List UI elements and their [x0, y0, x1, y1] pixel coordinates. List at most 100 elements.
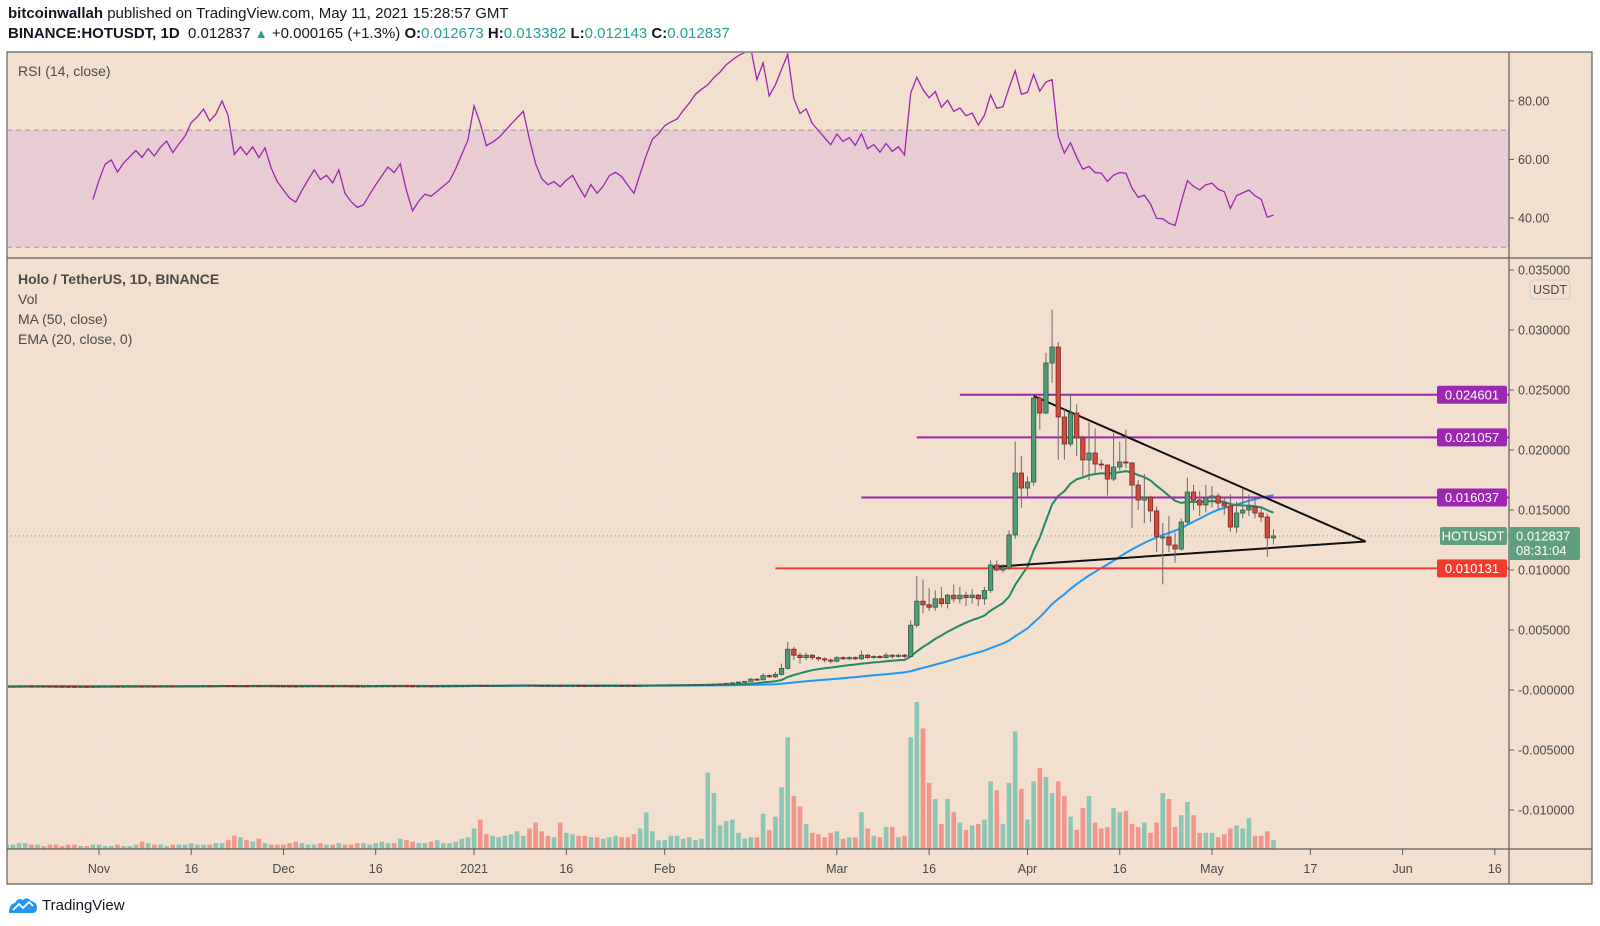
candle[interactable] — [729, 682, 735, 685]
candle[interactable] — [686, 684, 692, 687]
candle[interactable] — [373, 685, 379, 688]
candle[interactable] — [446, 685, 453, 688]
candle[interactable] — [34, 685, 41, 688]
candle[interactable] — [84, 686, 90, 688]
candle[interactable] — [625, 685, 631, 687]
trendline[interactable] — [1033, 395, 1367, 543]
candle[interactable] — [797, 652, 803, 664]
candle[interactable] — [705, 683, 711, 686]
candle[interactable] — [920, 579, 926, 614]
candle[interactable] — [649, 684, 656, 687]
candle[interactable] — [188, 685, 194, 688]
candle[interactable] — [988, 560, 994, 593]
candle[interactable] — [409, 685, 416, 688]
candle[interactable] — [336, 685, 342, 688]
candle[interactable] — [760, 673, 766, 681]
candle[interactable] — [717, 683, 723, 686]
candle[interactable] — [606, 685, 612, 687]
candle[interactable] — [908, 620, 914, 658]
candle[interactable] — [883, 652, 889, 659]
candle[interactable] — [1129, 462, 1135, 528]
candle[interactable] — [1061, 408, 1067, 460]
rsi-title[interactable]: RSI (14, close) — [18, 63, 111, 79]
candle[interactable] — [742, 680, 748, 683]
candle[interactable] — [1018, 456, 1024, 508]
candle[interactable] — [551, 685, 557, 687]
candle[interactable] — [588, 685, 594, 687]
candle[interactable] — [1166, 516, 1172, 552]
candle[interactable] — [1024, 476, 1031, 498]
candle[interactable] — [293, 685, 299, 688]
candle[interactable] — [1258, 507, 1264, 522]
candle[interactable] — [483, 684, 489, 687]
currency-badge[interactable]: USDT — [1529, 279, 1571, 300]
candle[interactable] — [662, 684, 668, 687]
main-legend-symbol[interactable]: Holo / TetherUS, 1D, BINANCE — [18, 271, 219, 287]
candle[interactable] — [852, 656, 858, 660]
candle[interactable] — [1006, 530, 1012, 570]
candle[interactable] — [77, 686, 84, 688]
candle[interactable] — [563, 685, 569, 687]
candle[interactable] — [680, 684, 686, 687]
main-legend-ma[interactable]: MA (50, close) — [18, 311, 107, 327]
candle[interactable] — [1031, 396, 1037, 486]
candle[interactable] — [397, 685, 403, 688]
candle[interactable] — [938, 586, 945, 608]
candle[interactable] — [772, 672, 778, 678]
candle[interactable] — [1104, 464, 1111, 496]
candle[interactable] — [791, 646, 797, 660]
candle[interactable] — [1190, 484, 1197, 510]
candle[interactable] — [1012, 441, 1018, 539]
candle[interactable] — [754, 678, 760, 681]
candle[interactable] — [237, 685, 244, 688]
candle[interactable] — [108, 685, 114, 688]
candle[interactable] — [489, 685, 496, 687]
candle[interactable] — [1080, 435, 1086, 477]
candle[interactable] — [225, 685, 231, 688]
candle[interactable] — [71, 686, 78, 688]
candle[interactable] — [914, 576, 920, 628]
candle[interactable] — [360, 685, 367, 688]
candle[interactable] — [569, 685, 576, 687]
candle[interactable] — [164, 685, 170, 688]
candle[interactable] — [766, 674, 772, 678]
candle[interactable] — [1147, 495, 1154, 522]
candle[interactable] — [157, 685, 164, 688]
candle[interactable] — [637, 685, 643, 687]
candle[interactable] — [182, 685, 188, 688]
candle[interactable] — [1141, 474, 1147, 524]
candle[interactable] — [10, 685, 16, 688]
candle[interactable] — [532, 684, 539, 687]
candle[interactable] — [889, 654, 895, 659]
candle[interactable] — [1074, 404, 1080, 456]
candle[interactable] — [434, 685, 440, 688]
footer-brand[interactable]: TradingView — [8, 895, 125, 915]
candle[interactable] — [926, 588, 932, 611]
candle[interactable] — [342, 685, 348, 688]
candle[interactable] — [576, 685, 582, 687]
candle[interactable] — [502, 684, 508, 687]
candle[interactable] — [631, 685, 637, 687]
candle[interactable] — [619, 685, 625, 687]
candle[interactable] — [514, 684, 520, 687]
candle[interactable] — [1123, 429, 1129, 468]
main-legend-volume[interactable]: Vol — [18, 291, 37, 307]
candle[interactable] — [231, 685, 237, 688]
candle[interactable] — [280, 685, 287, 688]
candle[interactable] — [545, 685, 551, 687]
candle[interactable] — [877, 655, 883, 659]
candle[interactable] — [145, 685, 151, 688]
candle[interactable] — [133, 685, 139, 688]
candle[interactable] — [834, 656, 840, 663]
candle[interactable] — [28, 685, 34, 688]
candle[interactable] — [16, 685, 22, 688]
candle[interactable] — [840, 656, 846, 660]
candle[interactable] — [5, 686, 10, 688]
candle[interactable] — [932, 590, 938, 611]
candle[interactable] — [477, 684, 483, 687]
candle[interactable] — [1215, 493, 1221, 510]
candle[interactable] — [1252, 498, 1258, 519]
candle[interactable] — [785, 642, 791, 670]
candle[interactable] — [416, 685, 422, 688]
